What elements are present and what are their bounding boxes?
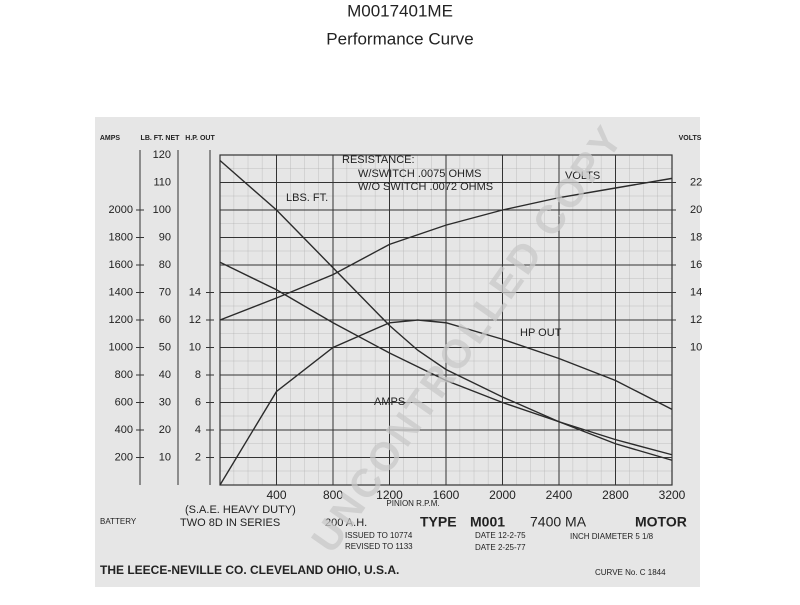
title: M0017401ME — [347, 1, 453, 20]
y-tick-label: 600 — [115, 396, 133, 408]
footer-text: MOTOR — [635, 514, 687, 530]
subtitle: Performance Curve — [326, 29, 473, 48]
axis-title: H.P. OUT — [185, 135, 215, 142]
y-tick-label: 1000 — [109, 341, 133, 353]
y-tick-label: 70 — [159, 286, 171, 298]
footer-text: CURVE No. C 1844 — [595, 568, 666, 577]
y-tick-label: 100 — [153, 204, 171, 216]
footer-text: (S.A.E. HEAVY DUTY) — [185, 504, 296, 516]
x-tick-label: 800 — [323, 488, 343, 502]
y-tick-label: 2000 — [109, 204, 133, 216]
x-tick-label: 400 — [266, 488, 286, 502]
y-tick-label: 16 — [690, 259, 702, 271]
footer-text: ISSUED TO 10774 — [345, 531, 413, 540]
y-tick-label: 6 — [195, 396, 201, 408]
series-line — [219, 177, 673, 321]
annotation: W/O SWITCH .0072 OHMS — [358, 181, 493, 193]
y-tick-label: 12 — [690, 314, 702, 326]
y-tick-label: 50 — [159, 341, 171, 353]
y-tick-label: 18 — [690, 231, 702, 243]
y-tick-label: 10 — [690, 341, 702, 353]
axis-title: LB. FT. NET — [141, 135, 181, 142]
x-tick-label: 1600 — [433, 488, 460, 502]
footer-text: REVISED TO 1133 — [345, 542, 413, 551]
footer-text: 7400 MA — [530, 514, 587, 530]
y-tick-label: 22 — [690, 176, 702, 188]
series-line — [219, 261, 673, 456]
y-tick-label: 40 — [159, 369, 171, 381]
y-tick-label: 2 — [195, 451, 201, 463]
footer-text: DATE 12-2-75 — [475, 531, 526, 540]
y-tick-label: 30 — [159, 396, 171, 408]
annotation: RESISTANCE: — [342, 154, 415, 166]
y-tick-label: 10 — [189, 341, 201, 353]
y-tick-label: 14 — [690, 286, 702, 298]
y-tick-label: 800 — [115, 369, 133, 381]
y-tick-label: 1200 — [109, 314, 133, 326]
series-label: VOLTS — [565, 170, 600, 182]
x-tick-label: 2400 — [546, 488, 573, 502]
y-tick-label: 1800 — [109, 231, 133, 243]
y-tick-label: 8 — [195, 369, 201, 381]
y-tick-label: 200 — [115, 451, 133, 463]
axis-title: AMPS — [100, 135, 121, 142]
footer-text: THE LEECE-NEVILLE CO. CLEVELAND OHIO, U.… — [100, 563, 399, 577]
footer-text: M001 — [470, 514, 505, 530]
footer-text: DATE 2-25-77 — [475, 543, 526, 552]
series-label: AMPS — [374, 396, 405, 408]
annotation: W/SWITCH .0075 OHMS — [358, 168, 481, 180]
series-line — [219, 319, 673, 486]
y-tick-label: 20 — [690, 204, 702, 216]
axis-title: VOLTS — [679, 135, 702, 142]
x-tick-label: 2800 — [602, 488, 629, 502]
y-tick-label: 400 — [115, 424, 133, 436]
series-line — [219, 159, 673, 461]
y-tick-label: 10 — [159, 451, 171, 463]
y-tick-label: 120 — [153, 149, 171, 161]
y-tick-label: 20 — [159, 424, 171, 436]
footer-text: TWO 8D IN SERIES — [180, 517, 280, 529]
footer-text: TYPE — [420, 514, 457, 530]
y-tick-label: 14 — [189, 286, 201, 298]
y-tick-label: 80 — [159, 259, 171, 271]
x-tick-label: 3200 — [659, 488, 686, 502]
y-tick-label: 12 — [189, 314, 201, 326]
series-label: HP OUT — [520, 327, 562, 339]
y-tick-label: 1400 — [109, 286, 133, 298]
y-tick-label: 110 — [153, 176, 171, 188]
footer-text: BATTERY — [100, 517, 137, 526]
y-tick-label: 4 — [195, 424, 201, 436]
x-axis-label: PINION R.P.M. — [386, 499, 439, 508]
footer-text: 200 A.H. — [325, 517, 367, 529]
y-tick-label: 1600 — [109, 259, 133, 271]
x-tick-label: 2000 — [489, 488, 516, 502]
y-tick-label: 90 — [159, 231, 171, 243]
x-tick-label: 1200 — [376, 488, 403, 502]
series-label: LBS. FT. — [286, 192, 328, 204]
y-tick-label: 60 — [159, 314, 171, 326]
footer-text: INCH DIAMETER 5 1/8 — [570, 532, 654, 541]
